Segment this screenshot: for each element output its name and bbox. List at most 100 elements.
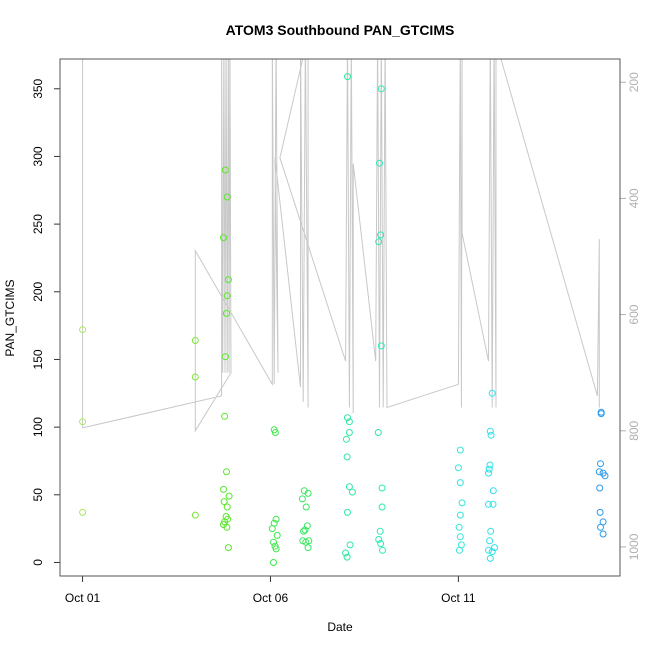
data-point [345, 483, 353, 491]
data-point [224, 276, 232, 284]
data-point [485, 465, 493, 473]
data-point [456, 533, 464, 541]
data-point [485, 469, 492, 477]
y-tick-label: 100 [31, 417, 45, 437]
data-point [456, 479, 464, 487]
data-point [596, 508, 604, 516]
data-point [597, 410, 605, 418]
data-point [345, 418, 353, 426]
data-point [596, 484, 604, 492]
data-point [342, 435, 350, 443]
data-point [599, 530, 607, 538]
data-point [377, 231, 385, 239]
data-point [595, 468, 603, 476]
right-y-tick-label: 200 [627, 72, 641, 92]
data-point [272, 545, 280, 553]
data-point [456, 511, 464, 519]
pressure-track-layer [82, 59, 600, 433]
data-point [454, 464, 462, 472]
data-point [221, 412, 229, 420]
data-point [79, 418, 87, 426]
data-point [343, 553, 351, 561]
data-point [223, 523, 231, 531]
data-point [486, 461, 494, 469]
data-point [489, 500, 497, 508]
y-tick-label: 300 [31, 146, 45, 166]
data-point [486, 427, 494, 435]
y-axis-label: PAN_GTCIMS [3, 279, 17, 356]
data-point [346, 541, 354, 549]
x-tick-label: Oct 01 [65, 591, 101, 605]
data-point [223, 309, 230, 317]
data-point [374, 429, 382, 436]
data-point [348, 488, 356, 496]
data-point [486, 554, 494, 562]
data-point [343, 453, 351, 461]
data-point [79, 326, 87, 334]
data-point [191, 373, 199, 381]
data-point [601, 472, 609, 480]
data-point [223, 292, 231, 300]
data-point [305, 537, 313, 545]
data-point [597, 460, 604, 468]
data-point [225, 492, 233, 500]
data-point [599, 518, 607, 526]
data-point [378, 503, 386, 511]
data-point [223, 468, 230, 476]
x-tick-label: Oct 06 [253, 591, 289, 605]
right-y-tick-label: 800 [627, 420, 641, 440]
x-axis-label: Date [327, 620, 353, 634]
data-point [224, 544, 232, 552]
data-point [487, 527, 495, 535]
right-y-tick-label: 1000 [627, 533, 641, 560]
data-point [191, 337, 199, 344]
data-point [221, 353, 229, 361]
x-tick-label: Oct 11 [441, 591, 476, 605]
data-point [491, 544, 498, 552]
data-point [345, 429, 353, 436]
chart-title: ATOM3 Southbound PAN_GTCIMS [226, 22, 455, 38]
data-point [270, 559, 277, 566]
y-tick-label: 50 [31, 488, 45, 502]
data-point [375, 536, 383, 543]
data-point [191, 511, 199, 519]
data-point [268, 525, 276, 533]
data-point [304, 544, 312, 552]
data-point [375, 238, 383, 246]
data-point [221, 166, 229, 174]
data-point [79, 508, 87, 516]
data-point [300, 527, 307, 535]
data-point [271, 429, 279, 436]
data-point [379, 546, 386, 554]
data-point [344, 73, 351, 81]
pressure-track-line [82, 59, 600, 433]
data-point [377, 85, 385, 93]
right-y-tick-label: 400 [627, 188, 641, 208]
data-point [485, 546, 492, 554]
data-point [597, 523, 604, 531]
data-point [485, 500, 492, 508]
y-tick-label: 200 [31, 281, 45, 301]
y-tick-label: 0 [31, 559, 45, 566]
plot-frame [59, 58, 621, 577]
data-point [220, 485, 227, 493]
data-point [488, 548, 496, 556]
y-tick-label: 150 [31, 349, 45, 369]
data-point [377, 540, 385, 547]
data-point [456, 546, 463, 554]
data-point [301, 526, 309, 534]
data-point [273, 531, 281, 539]
right-y-tick-label: 600 [627, 304, 641, 324]
data-point [272, 515, 280, 523]
data-point [376, 527, 384, 535]
points-layer [79, 73, 609, 566]
axes-layer: 0 50 100 150 200 250 300 350 200 400 600 800 1000 Oct… [31, 72, 641, 605]
data-point [304, 489, 312, 497]
data-point [378, 484, 386, 492]
data-point [223, 503, 231, 511]
data-point [458, 499, 466, 507]
data-point [220, 234, 227, 242]
data-point [344, 414, 351, 422]
y-tick-label: 350 [31, 78, 45, 98]
